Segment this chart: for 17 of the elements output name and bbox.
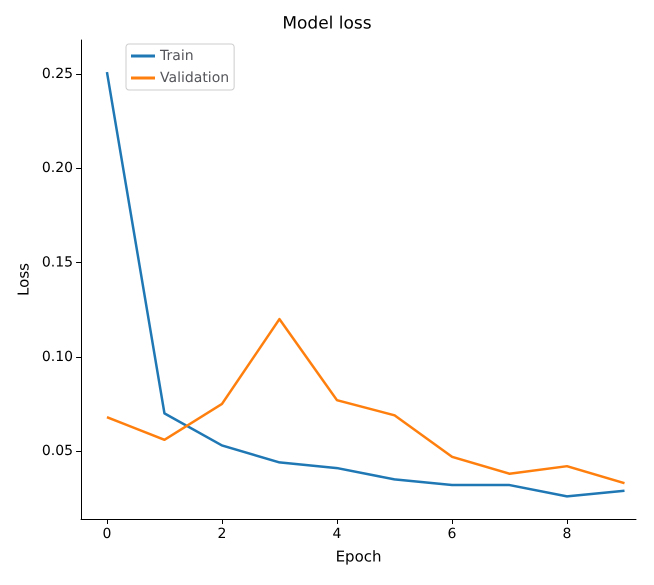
legend-label: Validation [160,70,230,86]
x-tick-label: 2 [218,526,226,542]
y-tick-label: 0.05 [42,443,74,460]
x-tick-label: 4 [332,526,342,542]
x-tick-label: 0 [102,526,112,542]
y-tick-label: 0.20 [42,160,74,176]
y-tick-label: 0.15 [42,254,74,271]
chart-title: Model loss [282,14,372,34]
y-axis-title: Loss [14,262,32,296]
x-tick-label: 8 [562,526,572,542]
legend-label: Train [159,48,194,64]
x-tick-label: 6 [448,526,457,542]
line-series [106,318,626,484]
y-tick-label: 0.10 [42,348,74,365]
x-axis-title: Epoch [336,548,382,566]
y-tick-label: 0.25 [42,66,74,82]
line-series [106,70,626,498]
